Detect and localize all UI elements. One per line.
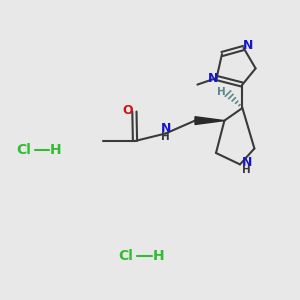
Text: H: H: [153, 249, 165, 262]
Text: H: H: [242, 165, 251, 175]
Text: N: N: [242, 156, 252, 170]
Text: H: H: [50, 143, 61, 157]
Text: H: H: [217, 87, 226, 97]
Polygon shape: [195, 117, 224, 124]
Text: N: N: [160, 122, 171, 136]
Text: H: H: [161, 132, 170, 142]
Text: N: N: [208, 71, 218, 85]
Text: O: O: [122, 103, 133, 117]
Text: Cl: Cl: [16, 143, 32, 157]
Text: Cl: Cl: [118, 249, 134, 262]
Text: N: N: [243, 39, 253, 52]
